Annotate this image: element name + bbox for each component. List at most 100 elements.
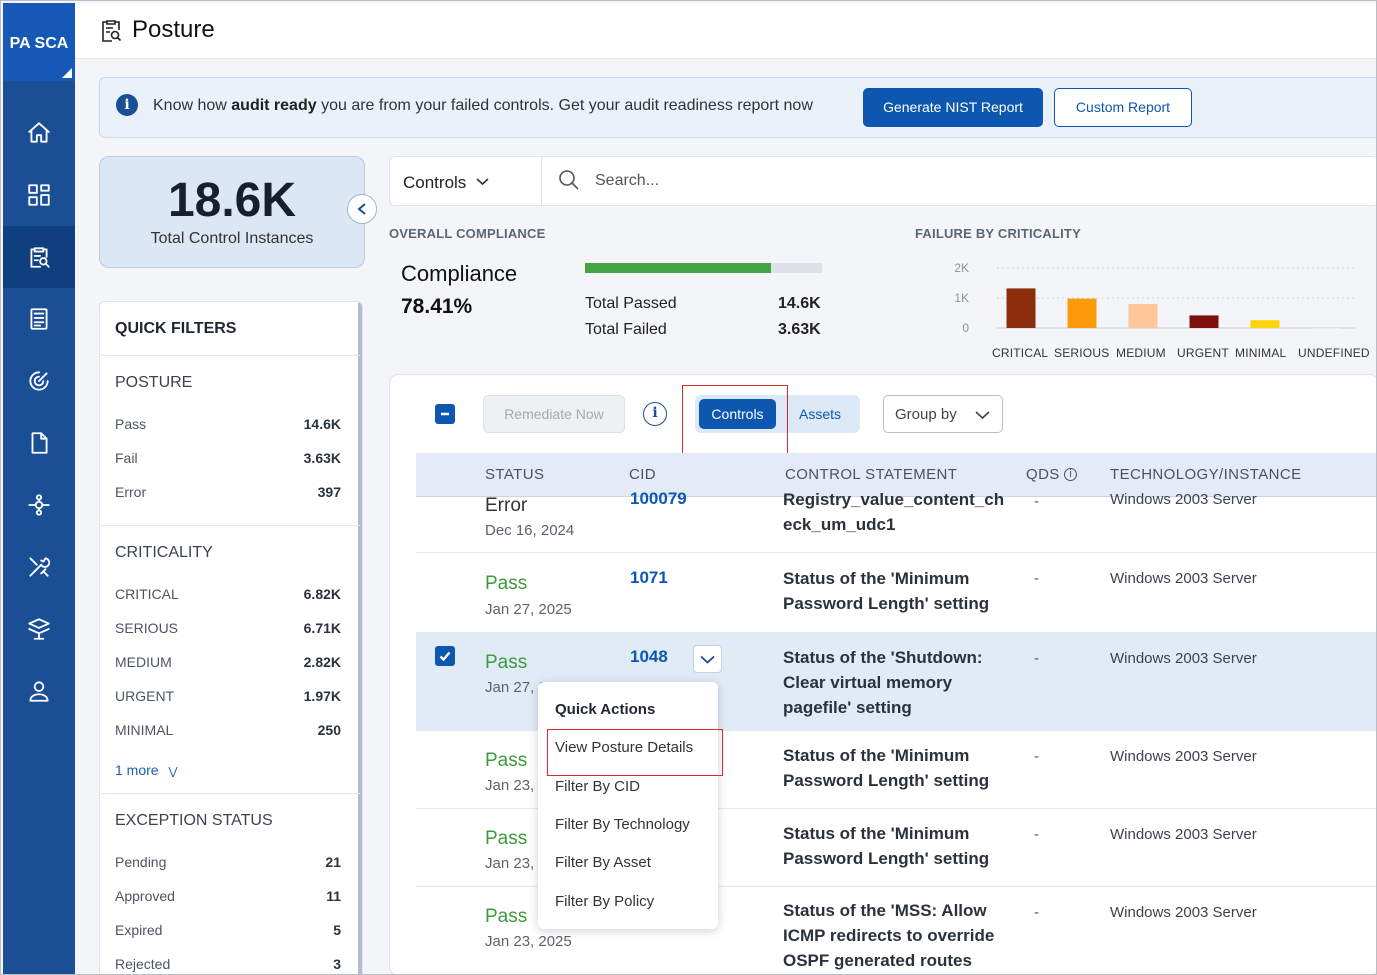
total-failed-label: Total Failed: [585, 321, 667, 338]
chart-bar-serious[interactable]: [1067, 298, 1097, 328]
filter-label: Approved: [115, 888, 175, 904]
filter-fail[interactable]: Fail 3.63K: [115, 450, 341, 466]
collapse-panel-button[interactable]: [347, 194, 377, 224]
total-passed-label: Total Passed: [585, 295, 677, 312]
nav-tools[interactable]: [3, 536, 75, 598]
nav-posture[interactable]: [3, 226, 75, 288]
row-qds: -: [1034, 650, 1039, 667]
chart-x-label: URGENT: [1177, 346, 1229, 360]
filter-approved[interactable]: Approved 11: [115, 888, 341, 904]
column-qds[interactable]: QDS i: [1026, 466, 1078, 483]
row-cid[interactable]: 1048: [630, 647, 668, 666]
nav-policy[interactable]: [3, 598, 75, 660]
row-status: Pass: [485, 573, 528, 594]
filter-critical[interactable]: CRITICAL 6.82K: [115, 586, 341, 602]
nav-reports[interactable]: [3, 288, 75, 350]
chart-bar-critical[interactable]: [1006, 288, 1036, 328]
toggle-controls[interactable]: Controls: [699, 399, 776, 429]
filter-expired[interactable]: Expired 5: [115, 922, 341, 938]
filter-medium[interactable]: MEDIUM 2.82K: [115, 654, 341, 670]
filter-pass[interactable]: Pass 14.6K: [115, 416, 341, 432]
toggle-assets[interactable]: Assets: [798, 406, 841, 422]
custom-report-button[interactable]: Custom Report: [1054, 88, 1192, 127]
row-technology: Windows 2003 Server: [1110, 491, 1257, 508]
generate-nist-report-button[interactable]: Generate NIST Report: [863, 88, 1043, 127]
banner-text-post: you are from your failed controls. Get y…: [316, 97, 813, 114]
nav-dashboard[interactable]: [3, 164, 75, 226]
brand-corner-icon: [62, 68, 72, 78]
compliance-section-title: OVERALL COMPLIANCE: [389, 226, 546, 241]
criticality-filter-title: CRITICALITY: [115, 544, 213, 561]
filter-pending[interactable]: Pending 21: [115, 854, 341, 870]
quick-filters-scrollbar[interactable]: [358, 302, 362, 974]
row-date: Jan 23, 2025: [485, 855, 547, 872]
chart-bar-minimal[interactable]: [1250, 320, 1280, 328]
column-technology[interactable]: TECHNOLOGY/INSTANCE: [1110, 466, 1302, 483]
filter-label: CRITICAL: [115, 586, 179, 602]
criticality-chart-svg: 2K 1K 0: [954, 261, 1356, 335]
menu-view-posture-details[interactable]: View Posture Details: [555, 739, 694, 756]
audit-banner: i Know how audit ready you are from your…: [99, 77, 1376, 138]
column-status[interactable]: STATUS: [485, 466, 545, 483]
chart-bar-medium[interactable]: [1128, 304, 1158, 328]
nav-document[interactable]: [3, 412, 75, 474]
row-checkbox[interactable]: [435, 646, 455, 666]
search-scope-select[interactable]: Controls: [390, 157, 542, 205]
nav-workflow[interactable]: [3, 474, 75, 536]
filter-label: SERIOUS: [115, 620, 179, 636]
column-cid[interactable]: CID: [629, 466, 657, 483]
menu-filter-by-cid[interactable]: Filter By CID: [555, 778, 641, 795]
filter-minimal[interactable]: MINIMAL 250: [115, 722, 341, 738]
row-date: Jan 27, 2025: [485, 679, 547, 696]
brand-logo[interactable]: PA SCA: [3, 3, 75, 81]
filter-count: 3: [333, 956, 341, 972]
banner-text-pre: Know how: [153, 97, 232, 114]
banner-message: Know how audit ready you are from your f…: [153, 97, 813, 115]
row-cid[interactable]: 100079: [630, 489, 687, 508]
row-statement: Status of the 'Shutdown: Clear virtual m…: [783, 648, 983, 717]
menu-filter-by-technology[interactable]: Filter By Technology: [555, 816, 690, 833]
exception-filter-section: EXCEPTION STATUS Pending 21 Approved 11 Ex…: [100, 793, 360, 974]
filter-count: 1.97K: [303, 688, 341, 704]
row-qds: -: [1034, 748, 1039, 765]
menu-filter-by-asset[interactable]: Filter By Asset: [555, 854, 651, 871]
quick-filters-title: QUICK FILTERS: [115, 320, 237, 337]
group-by-label: Group by: [895, 406, 957, 423]
highlight-view-posture-details: [547, 729, 723, 776]
filter-label: Expired: [115, 922, 163, 938]
remediate-now-button[interactable]: Remediate Now: [483, 395, 625, 433]
checkmark-icon: [439, 651, 451, 662]
select-all-checkbox[interactable]: [435, 404, 455, 424]
filter-error[interactable]: Error 397: [115, 484, 341, 500]
chart-bar-urgent[interactable]: [1189, 315, 1219, 328]
user-icon: [29, 681, 49, 702]
home-icon: [28, 122, 50, 143]
table-row[interactable]: Pass Jan 27, 2025 1071 Status of the 'Mi…: [416, 553, 1376, 633]
search-input[interactable]: [595, 167, 1195, 195]
column-control-statement[interactable]: CONTROL STATEMENT: [785, 466, 958, 483]
show-more-label: 1 more: [115, 762, 159, 778]
filter-urgent[interactable]: URGENT 1.97K: [115, 688, 341, 704]
chart-y-tick: 1K: [954, 291, 969, 305]
row-cid[interactable]: 1071: [630, 568, 668, 587]
menu-filter-by-policy[interactable]: Filter By Policy: [555, 893, 655, 910]
filter-label: MEDIUM: [115, 654, 172, 670]
nav-home[interactable]: [3, 102, 75, 164]
nav-radar[interactable]: [3, 350, 75, 412]
nav-user[interactable]: [3, 660, 75, 722]
chart-bar-undefined[interactable]: [1311, 328, 1341, 329]
info-icon[interactable]: i: [643, 402, 667, 426]
row-actions-button[interactable]: [693, 645, 722, 673]
filter-serious[interactable]: SERIOUS 6.71K: [115, 620, 341, 636]
filter-count: 14.6K: [303, 416, 341, 432]
row-statement: Registry_value_content_check_um_udc1: [783, 490, 1005, 534]
filter-label: Error: [115, 484, 147, 500]
criticality-chart: 2K 1K 0: [911, 256, 1371, 366]
table-row[interactable]: Error Dec 16, 2024 100079 Registry_value…: [416, 489, 1376, 553]
filter-rejected[interactable]: Rejected 3: [115, 956, 341, 972]
group-by-select[interactable]: Group by: [883, 395, 1003, 433]
column-qds-label: QDS: [1026, 466, 1060, 483]
show-more-link[interactable]: 1 more ⋁: [115, 762, 178, 778]
row-statement: Status of the 'Minimum Password Length' …: [783, 824, 990, 868]
row-status: Pass: [485, 750, 528, 771]
